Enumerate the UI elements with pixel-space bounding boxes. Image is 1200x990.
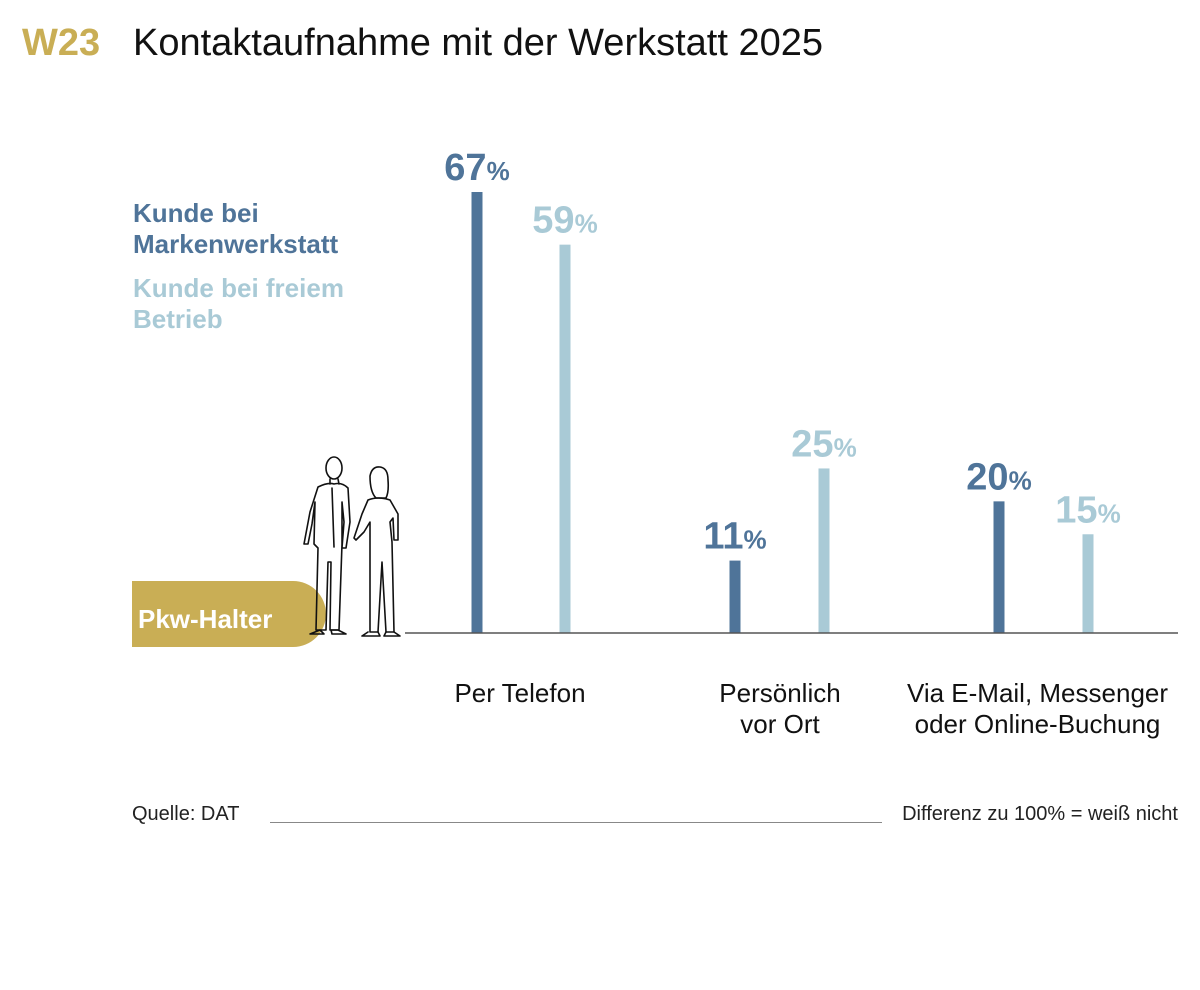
pkw-halter-badge xyxy=(132,581,326,647)
category-label-telefon: Per Telefon xyxy=(454,678,586,708)
legend-series-2: Kunde bei freiem Betrieb xyxy=(133,273,344,334)
value-label-s1-c3: 20% xyxy=(966,456,1031,498)
category-label-persoenlich: Persönlich vor Ort xyxy=(719,678,841,739)
value-label-s1-c1: 67% xyxy=(444,147,509,189)
footer-divider xyxy=(270,822,882,823)
pkw-halter-label: Pkw-Halter xyxy=(138,604,273,634)
bar-s1-c1 xyxy=(471,192,483,633)
chart-code: W23 xyxy=(22,22,101,64)
bar-s1-c3 xyxy=(993,501,1005,633)
value-label-s2-c1: 59% xyxy=(532,200,597,242)
source-label: Quelle: DAT xyxy=(132,803,240,825)
bar-s2-c1 xyxy=(559,244,571,633)
bar-s1-c2 xyxy=(729,560,741,633)
category-label-online: Via E-Mail, Messenger oder Online-Buchun… xyxy=(906,678,1169,739)
value-label-s2-c3: 15% xyxy=(1055,489,1120,531)
value-label-s2-c2: 25% xyxy=(791,423,856,465)
people-illustration-icon xyxy=(303,456,401,637)
legend-series-1: Kunde bei Markenwerkstatt xyxy=(133,198,339,259)
bar-s2-c2 xyxy=(818,468,830,633)
bar-s2-c3 xyxy=(1082,534,1094,633)
value-label-s1-c2: 11% xyxy=(703,516,766,558)
footnote: Differenz zu 100% = weiß nicht xyxy=(902,803,1178,825)
chart-title: Kontaktaufnahme mit der Werkstatt 2025 xyxy=(133,22,823,64)
